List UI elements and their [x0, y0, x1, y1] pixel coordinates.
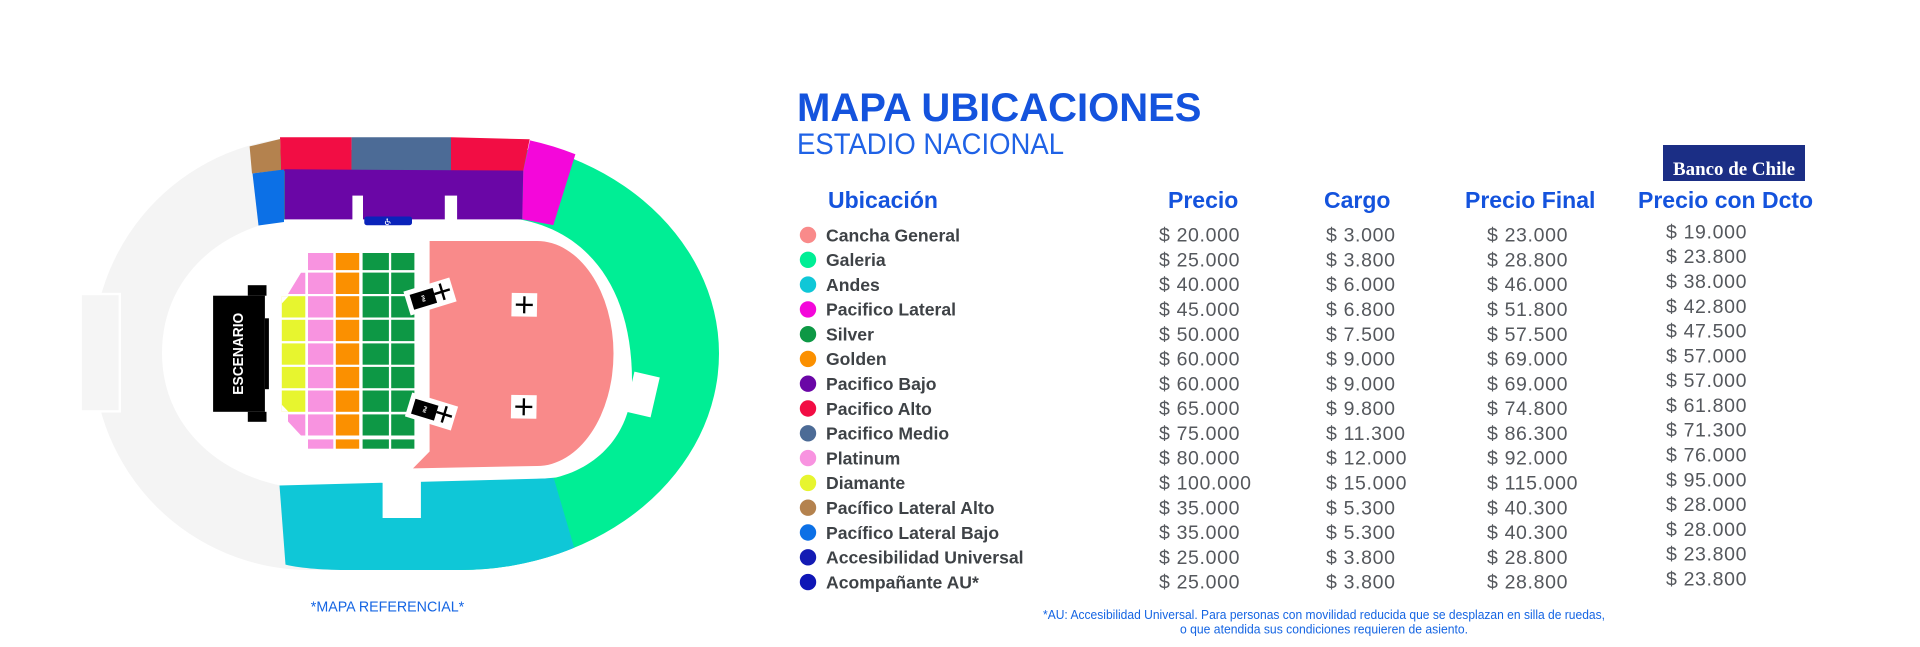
- svg-text:$ 3.800: $ 3.800: [1326, 249, 1396, 271]
- svg-text:Andes: Andes: [826, 275, 880, 295]
- svg-text:$ 40.300: $ 40.300: [1487, 497, 1568, 519]
- svg-text:$ 9.000: $ 9.000: [1326, 349, 1396, 371]
- svg-text:$ 69.000: $ 69.000: [1487, 373, 1568, 395]
- svg-text:Pacifico Medio: Pacifico Medio: [826, 424, 949, 444]
- svg-text:ESTADIO NACIONAL: ESTADIO NACIONAL: [797, 128, 1064, 161]
- svg-text:$ 7.500: $ 7.500: [1326, 324, 1396, 346]
- svg-text:$ 25.000: $ 25.000: [1159, 572, 1240, 594]
- svg-text:$ 57.000: $ 57.000: [1666, 370, 1747, 392]
- svg-text:$ 23.800: $ 23.800: [1666, 544, 1747, 566]
- svg-text:$ 40.000: $ 40.000: [1159, 274, 1240, 296]
- svg-text:PM: PM: [420, 295, 427, 303]
- svg-text:$ 35.000: $ 35.000: [1159, 497, 1240, 519]
- svg-text:Ubicación: Ubicación: [828, 187, 938, 213]
- svg-text:o que atendida sus condiciones: o que atendida sus condiciones requieren…: [1180, 623, 1468, 637]
- svg-text:$ 6.800: $ 6.800: [1326, 299, 1396, 321]
- svg-text:*AU: Accesibilidad Universal.: *AU: Accesibilidad Universal. Para perso…: [1043, 608, 1605, 622]
- svg-text:$ 28.800: $ 28.800: [1487, 572, 1568, 594]
- svg-text:Platinum: Platinum: [826, 448, 900, 468]
- svg-text:$ 15.000: $ 15.000: [1326, 473, 1407, 495]
- svg-text:$ 92.000: $ 92.000: [1487, 448, 1568, 470]
- svg-text:$ 57.500: $ 57.500: [1487, 324, 1568, 346]
- svg-text:$ 28.000: $ 28.000: [1666, 494, 1747, 516]
- svg-text:$ 35.000: $ 35.000: [1159, 522, 1240, 544]
- svg-text:Acompañante AU*: Acompañante AU*: [826, 572, 979, 592]
- svg-text:PM: PM: [421, 405, 428, 413]
- svg-text:Silver: Silver: [826, 325, 874, 345]
- svg-text:$ 40.300: $ 40.300: [1487, 522, 1568, 544]
- svg-text:MAPA UBICACIONES: MAPA UBICACIONES: [797, 86, 1201, 130]
- svg-text:Pacífico Lateral Bajo: Pacífico Lateral Bajo: [826, 523, 999, 543]
- svg-text:$ 3.000: $ 3.000: [1326, 225, 1396, 247]
- svg-text:$ 69.000: $ 69.000: [1487, 349, 1568, 371]
- svg-text:$ 45.000: $ 45.000: [1159, 299, 1240, 321]
- svg-text:Banco de Chile: Banco de Chile: [1673, 159, 1795, 180]
- svg-text:$ 74.800: $ 74.800: [1487, 398, 1568, 420]
- svg-text:$ 25.000: $ 25.000: [1159, 547, 1240, 569]
- svg-text:$ 65.000: $ 65.000: [1159, 398, 1240, 420]
- svg-text:Diamante: Diamante: [826, 473, 905, 493]
- svg-text:$ 46.000: $ 46.000: [1487, 274, 1568, 296]
- svg-text:$ 5.300: $ 5.300: [1326, 497, 1396, 519]
- svg-text:Precio: Precio: [1168, 187, 1238, 213]
- svg-text:$ 25.000: $ 25.000: [1159, 249, 1240, 271]
- svg-text:$ 23.000: $ 23.000: [1487, 225, 1568, 247]
- svg-text:Cancha General: Cancha General: [826, 225, 960, 245]
- svg-text:$ 50.000: $ 50.000: [1159, 324, 1240, 346]
- svg-text:$ 28.000: $ 28.000: [1666, 519, 1747, 541]
- svg-text:$ 38.000: $ 38.000: [1666, 271, 1747, 293]
- svg-text:$ 71.300: $ 71.300: [1666, 420, 1747, 442]
- svg-text:$ 12.000: $ 12.000: [1326, 448, 1407, 470]
- svg-text:$ 86.300: $ 86.300: [1487, 423, 1568, 445]
- svg-text:$ 23.800: $ 23.800: [1666, 246, 1747, 268]
- svg-text:$ 5.300: $ 5.300: [1326, 522, 1396, 544]
- svg-text:Golden: Golden: [826, 349, 887, 369]
- svg-text:$ 95.000: $ 95.000: [1666, 469, 1747, 491]
- svg-text:$ 60.000: $ 60.000: [1159, 373, 1240, 395]
- svg-text:Pacifico Lateral: Pacifico Lateral: [826, 300, 956, 320]
- svg-text:$ 47.500: $ 47.500: [1666, 321, 1747, 343]
- svg-text:$ 76.000: $ 76.000: [1666, 445, 1747, 467]
- svg-text:$ 60.000: $ 60.000: [1159, 349, 1240, 371]
- svg-text:$ 19.000: $ 19.000: [1666, 221, 1747, 243]
- svg-text:$ 61.800: $ 61.800: [1666, 395, 1747, 417]
- svg-text:Pacifico Alto: Pacifico Alto: [826, 399, 932, 419]
- svg-text:$ 23.800: $ 23.800: [1666, 569, 1747, 591]
- svg-text:$ 3.800: $ 3.800: [1326, 547, 1396, 569]
- svg-text:*MAPA REFERENCIAL*: *MAPA REFERENCIAL*: [311, 600, 465, 616]
- svg-text:$ 42.800: $ 42.800: [1666, 296, 1747, 318]
- svg-text:$ 3.800: $ 3.800: [1326, 572, 1396, 594]
- svg-text:Pacifico Bajo: Pacifico Bajo: [826, 374, 937, 394]
- svg-text:Galeria: Galeria: [826, 250, 886, 270]
- svg-text:Pacífico Lateral Alto: Pacífico Lateral Alto: [826, 498, 995, 518]
- svg-text:$ 28.800: $ 28.800: [1487, 249, 1568, 271]
- svg-text:ESCENARIO: ESCENARIO: [231, 313, 247, 395]
- svg-text:$ 75.000: $ 75.000: [1159, 423, 1240, 445]
- svg-text:Precio con Dcto: Precio con Dcto: [1638, 187, 1813, 213]
- svg-text:$ 51.800: $ 51.800: [1487, 299, 1568, 321]
- svg-text:Precio Final: Precio Final: [1465, 187, 1595, 213]
- svg-text:Accesibilidad Universal: Accesibilidad Universal: [826, 548, 1024, 568]
- svg-text:$ 9.800: $ 9.800: [1326, 398, 1396, 420]
- svg-text:$ 6.000: $ 6.000: [1326, 274, 1396, 296]
- svg-text:$ 11.300: $ 11.300: [1326, 423, 1406, 445]
- svg-text:$ 80.000: $ 80.000: [1159, 448, 1240, 470]
- svg-text:$ 115.000: $ 115.000: [1487, 473, 1578, 495]
- svg-text:Cargo: Cargo: [1324, 187, 1390, 213]
- svg-text:$ 57.000: $ 57.000: [1666, 345, 1747, 367]
- svg-text:$ 28.800: $ 28.800: [1487, 547, 1568, 569]
- svg-text:$ 9.000: $ 9.000: [1326, 373, 1396, 395]
- svg-text:$ 100.000: $ 100.000: [1159, 473, 1252, 495]
- svg-text:$ 20.000: $ 20.000: [1159, 225, 1240, 247]
